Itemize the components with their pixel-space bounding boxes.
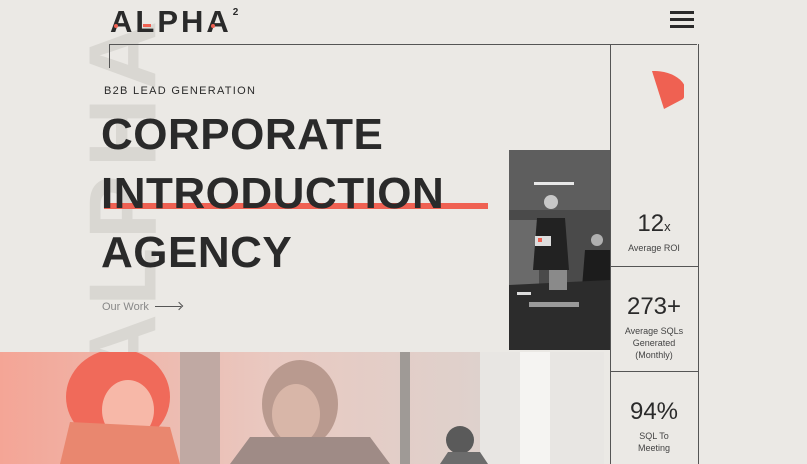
hero-eyebrow: B2B LEAD GENERATION (104, 85, 257, 97)
team-discussion-photo (0, 352, 604, 464)
logo-accent-dot (143, 24, 151, 27)
frame-line-left (109, 44, 110, 68)
hamburger-icon (670, 25, 694, 28)
stat-label: SQL To Meeting (637, 431, 671, 453)
arrow-right-icon[interactable] (155, 306, 181, 307)
stats-divider (611, 266, 698, 267)
hero-headline-line1: CORPORATE (101, 110, 384, 159)
menu-button[interactable] (668, 8, 696, 30)
stats-divider (611, 371, 698, 372)
stat-value: 273+ (626, 293, 682, 320)
stat-label: Average ROI (628, 243, 680, 253)
stats-column (610, 44, 699, 464)
hamburger-icon (670, 18, 694, 21)
stat-value: 12x (637, 210, 671, 237)
frame-line-top (109, 44, 697, 45)
logo-superscript: 2 (232, 7, 242, 18)
logo-accent-dot (114, 24, 118, 28)
office-meeting-photo (509, 150, 610, 350)
stat-sql-to-meeting: 94% SQL To Meeting (611, 400, 697, 454)
stat-label: Average SQLs Generated (Monthly) (624, 326, 684, 360)
stat-sqls: 273+ Average SQLs Generated (Monthly) (611, 295, 697, 361)
our-work-link[interactable]: Our Work (102, 301, 149, 313)
stat-roi: 12x Average ROI (611, 212, 697, 254)
logo-accent-dot (211, 24, 215, 28)
accent-semicircle-icon (652, 71, 684, 109)
hamburger-icon (670, 11, 694, 14)
hero-headline-line3: AGENCY (101, 228, 293, 277)
logo-text: ALPHA (110, 4, 232, 39)
hero-headline-line2: INTRODUCTION (101, 169, 445, 218)
stat-value: 94% (629, 398, 679, 425)
headline-underline (104, 203, 488, 209)
brand-logo[interactable]: ALPHA2 (110, 6, 241, 37)
